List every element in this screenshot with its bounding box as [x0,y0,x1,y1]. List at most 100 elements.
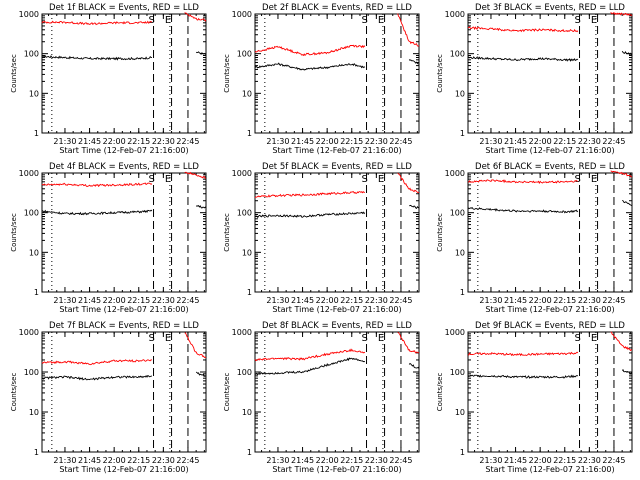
event-marker-label: S [575,174,581,185]
detector-panel: Det 7f BLACK = Events, RED = LLD 1 10 100 10… [10,321,207,474]
x-tick-label: 21:45 [291,137,314,146]
event-marker-label: E [165,15,171,26]
y-tick-label: 1000 [19,169,39,178]
y-axis-label: Counts/sec [223,373,231,412]
lld-series-line [610,331,633,352]
x-tick-label: 22:45 [602,456,625,465]
event-marker-label: E [378,15,384,26]
x-tick-label: 22:00 [103,137,126,146]
x-tick-label: 22:15 [340,137,363,146]
x-tick-label: 22:00 [529,456,552,465]
y-tick-label: 10 [29,89,39,98]
x-tick-label: 22:15 [127,137,150,146]
x-tick-label: 21:30 [266,137,289,146]
plot-frame [41,13,207,134]
y-tick-label: 10 [242,408,252,417]
lld-series-line [254,191,366,199]
event-marker-label: S [362,15,368,26]
detector-panel: Det 1f BLACK = Events, RED = LLD 1 10 100 10… [10,3,207,155]
events-series-line [195,51,207,55]
event-marker-label: E [591,174,597,185]
events-series-line [254,357,366,376]
x-tick-label: 22:30 [152,296,175,305]
y-tick-label: 1000 [232,169,252,178]
detector-panel: Det 2f BLACK = Events, RED = LLD 1 10 100 10… [223,3,420,155]
lld-series-line [184,12,207,22]
y-tick-label: 1 [247,448,252,457]
plot-frame [467,331,633,453]
events-series-line [254,62,366,71]
y-tick-label: 10 [29,248,39,257]
y-tick-label: 100 [237,368,252,377]
plot-frame [254,172,420,293]
x-tick-label: 21:45 [291,456,314,465]
y-axis-label: Counts/sec [10,213,18,252]
x-tick-label: 22:15 [553,296,576,305]
lld-series-line [41,359,153,366]
panel-title: Det 1f BLACK = Events, RED = LLD [49,3,199,13]
x-tick-label: 21:45 [78,456,101,465]
event-marker-label: E [378,333,384,344]
x-tick-label: 22:00 [316,296,339,305]
x-tick-label: 21:45 [291,296,314,305]
x-tick-label: 22:30 [365,456,388,465]
detector-panel: Det 9f BLACK = Events, RED = LLD 1 10 100 10… [436,321,633,474]
y-tick-label: 100 [450,50,465,59]
x-tick-label: 22:30 [152,456,175,465]
y-tick-label: 1000 [445,169,465,178]
y-tick-label: 1000 [19,328,39,337]
x-tick-label: 22:00 [103,456,126,465]
y-tick-label: 1 [247,288,252,297]
events-series-line [42,209,153,216]
y-tick-label: 10 [242,89,252,98]
x-tick-label: 22:00 [316,137,339,146]
y-tick-label: 10 [455,89,465,98]
x-axis-label: Start Time (12-Feb-07 21:16:00) [485,146,614,155]
x-axis-label: Start Time (12-Feb-07 21:16:00) [59,146,188,155]
y-tick-label: 1000 [232,328,252,337]
panel-title: Det 9f BLACK = Events, RED = LLD [475,321,625,331]
x-tick-label: 21:30 [479,296,502,305]
lld-series-line [184,332,207,358]
x-tick-label: 22:30 [365,137,388,146]
event-marker-label: E [165,333,171,344]
lld-series-line [397,331,420,354]
x-tick-label: 22:00 [103,296,126,305]
x-tick-label: 22:30 [578,296,601,305]
y-tick-label: 100 [237,50,252,59]
panel-title: Det 5f BLACK = Events, RED = LLD [262,162,412,172]
x-tick-label: 21:30 [266,456,289,465]
x-tick-label: 22:15 [340,296,363,305]
x-axis-label: Start Time (12-Feb-07 21:16:00) [272,305,401,314]
y-tick-label: 1000 [232,10,252,19]
y-axis-label: Counts/sec [436,213,444,252]
y-tick-label: 10 [455,248,465,257]
events-series-line [42,54,152,61]
y-tick-label: 10 [242,248,252,257]
event-marker-label: E [591,15,597,26]
x-axis-label: Start Time (12-Feb-07 21:16:00) [59,305,188,314]
y-tick-label: 100 [24,50,39,59]
y-tick-label: 1 [460,448,465,457]
y-tick-label: 1 [34,288,39,297]
x-tick-label: 21:30 [479,456,502,465]
y-tick-label: 1 [34,129,39,138]
detector-panel: Det 4f BLACK = Events, RED = LLD 1 10 100 10… [10,162,207,314]
detector-panel: Det 5f BLACK = Events, RED = LLD 1 10 100 10… [223,162,420,314]
x-tick-label: 21:30 [53,456,76,465]
y-tick-label: 100 [237,209,252,218]
event-marker-label: S [362,174,368,185]
event-marker-label: E [165,174,171,185]
events-series-line [621,369,633,375]
y-axis-label: Counts/sec [223,213,231,252]
panel-title: Det 2f BLACK = Events, RED = LLD [262,3,412,13]
y-tick-label: 100 [450,209,465,218]
y-tick-label: 10 [29,408,39,417]
events-series-line [41,375,153,381]
events-series-line [622,199,633,207]
x-tick-label: 21:45 [504,296,527,305]
x-tick-label: 21:30 [266,296,289,305]
detector-panel: Det 3f BLACK = Events, RED = LLD 1 10 100 10… [436,3,633,155]
lld-series-line [397,13,420,47]
